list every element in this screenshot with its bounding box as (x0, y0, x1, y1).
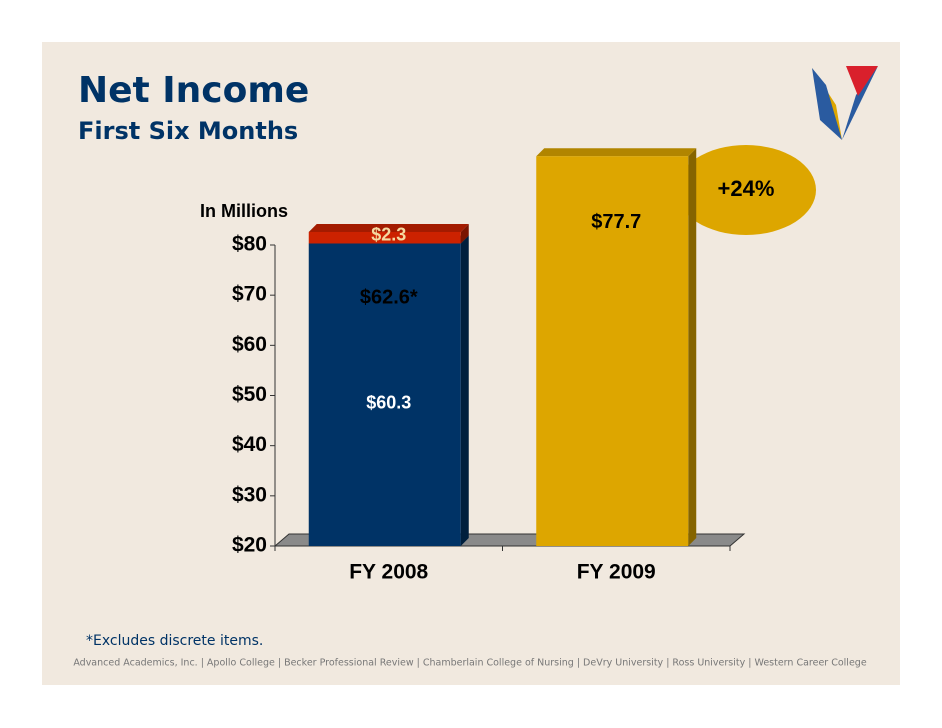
bar-side (460, 235, 469, 546)
bar (308, 231, 461, 244)
bar-top (536, 148, 697, 157)
y-axis-label: In Millions (200, 201, 288, 221)
bar-side (460, 223, 469, 244)
footnote: *Excludes discrete items. (86, 633, 263, 649)
y-tick-label: $20 (232, 534, 267, 557)
y-tick-label: $40 (232, 433, 267, 456)
y-tick-label: $80 (232, 233, 267, 256)
total-label: $62.6* (360, 287, 418, 309)
footer: Advanced Academics, Inc. | Apollo Colleg… (73, 658, 866, 669)
annotation-bubble (676, 145, 816, 235)
y-tick-label: $50 (232, 383, 267, 406)
bar (308, 243, 461, 546)
bar (536, 156, 689, 546)
y-tick-label: $60 (232, 333, 267, 356)
value-label: $60.3 (366, 393, 411, 413)
chart-subtitle: First Six Months (78, 117, 298, 145)
y-tick-label: $30 (232, 483, 267, 506)
bar-top (308, 223, 469, 232)
y-tick-label: $70 (232, 283, 267, 306)
x-tick-label: FY 2008 (349, 561, 428, 584)
total-label: $77.7 (591, 211, 641, 233)
value-label: $2.3 (371, 224, 406, 244)
chart-title: Net Income (78, 70, 309, 111)
bar-side (688, 148, 697, 546)
annotation: +24% (718, 176, 775, 201)
x-tick-label: FY 2009 (577, 561, 656, 584)
logo (812, 66, 878, 140)
